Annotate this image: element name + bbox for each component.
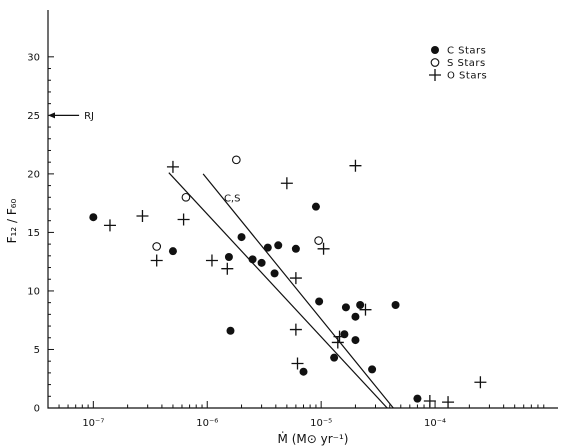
- data-point: [330, 353, 339, 362]
- data-point: [349, 159, 362, 172]
- data-point: [423, 394, 436, 407]
- axes: 0 5 10 15 20 25 30 10⁻⁷ 10⁻⁶ 10⁻⁵ 10⁻⁴: [27, 10, 558, 429]
- data-point: [257, 258, 266, 267]
- y-tick-label: 15: [27, 228, 40, 239]
- x-tick-label: 10⁻⁴: [424, 418, 446, 429]
- y-axis-label: F₁₂ / F₆₀: [5, 198, 19, 243]
- data-point: [205, 254, 218, 267]
- series-o-stars: [103, 159, 487, 409]
- legend-label: S Stars: [447, 58, 486, 69]
- data-point: [289, 323, 302, 336]
- data-point: [442, 396, 455, 409]
- y-tick-label: 0: [34, 404, 40, 415]
- data-point: [291, 357, 304, 370]
- data-point: [150, 254, 163, 267]
- y-tick-label: 25: [27, 111, 40, 122]
- data-point: [136, 210, 149, 223]
- data-point: [289, 272, 302, 285]
- data-point: [315, 297, 324, 306]
- series-s-stars: [152, 155, 323, 251]
- data-point: [274, 241, 283, 250]
- data-point: [237, 233, 246, 242]
- data-point: [168, 247, 177, 256]
- fit-line: [202, 173, 394, 409]
- data-point: [177, 213, 190, 226]
- data-point: [248, 255, 257, 264]
- data-point: [356, 300, 365, 309]
- data-point: [166, 160, 179, 173]
- data-point: [331, 336, 344, 349]
- legend-marker: [431, 46, 439, 54]
- data-point: [359, 303, 372, 316]
- data-point: [224, 252, 233, 261]
- annotation-label: RJ: [84, 111, 94, 122]
- data-point: [317, 242, 330, 255]
- data-point: [280, 177, 293, 190]
- data-point: [391, 300, 400, 309]
- y-tick-label: 5: [34, 345, 40, 356]
- data-point: [314, 236, 323, 245]
- data-point: [181, 192, 191, 202]
- data-point: [351, 336, 360, 345]
- series-c-stars: [89, 202, 422, 403]
- legend-marker: [429, 69, 441, 81]
- data-marks: [89, 155, 487, 409]
- data-point: [474, 376, 487, 389]
- y-tick-label: 20: [27, 169, 40, 180]
- fit-line-label: C,S: [224, 193, 241, 204]
- legend-marker: [430, 58, 440, 67]
- fit-lines: [168, 172, 394, 409]
- x-tick-label: 10⁻⁷: [82, 418, 104, 429]
- legend-label: C Stars: [447, 46, 486, 57]
- data-point: [231, 155, 241, 165]
- data-point: [413, 394, 422, 403]
- x-tick-label: 10⁻⁵: [310, 418, 332, 429]
- data-point: [341, 303, 350, 312]
- y-tick-label: 10: [27, 286, 40, 297]
- data-point: [89, 213, 98, 222]
- data-point: [263, 243, 272, 252]
- x-axis-label: Ṁ (M⊙ yr⁻¹): [278, 431, 349, 446]
- data-point: [299, 367, 308, 376]
- data-point: [270, 269, 279, 278]
- legend-label: O Stars: [447, 71, 487, 82]
- data-point: [311, 202, 320, 211]
- data-point: [291, 244, 300, 253]
- annotations: C,S RJ: [48, 111, 240, 204]
- data-point: [368, 365, 377, 374]
- fit-line: [168, 172, 388, 409]
- data-point: [226, 326, 235, 335]
- y-tick-label: 30: [27, 52, 40, 63]
- x-tick-label: 10⁻⁶: [196, 418, 218, 429]
- data-point: [103, 219, 116, 232]
- arrow-head-icon: [48, 112, 55, 119]
- data-point: [351, 312, 360, 321]
- data-point: [333, 330, 346, 343]
- data-point: [221, 262, 234, 275]
- data-point: [152, 242, 162, 251]
